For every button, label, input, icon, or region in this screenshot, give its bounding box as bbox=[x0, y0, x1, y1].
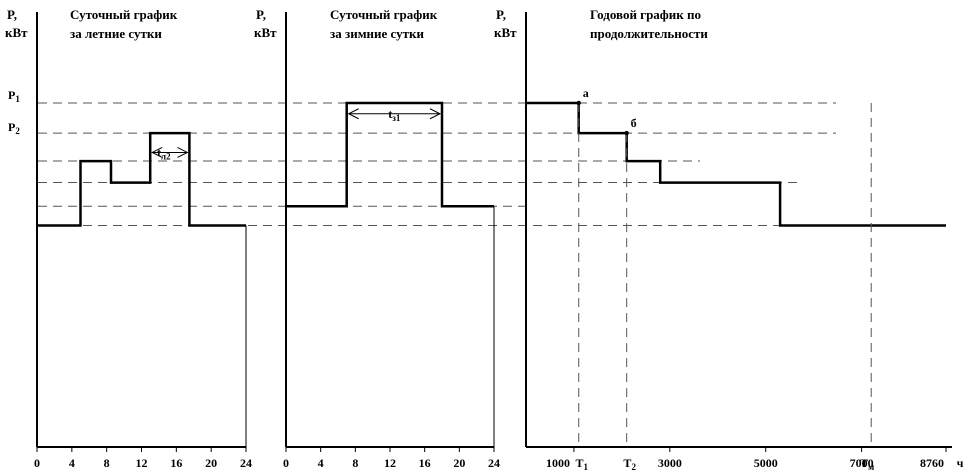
winter-tick-label-16: 16 bbox=[419, 456, 431, 470]
summer-tick-label-20: 20 bbox=[205, 456, 217, 470]
winter-tick-label-24: 24 bbox=[488, 456, 500, 470]
summer-ylabel-unit: кВт bbox=[5, 25, 28, 40]
summer-tick-label-0: 0 bbox=[34, 456, 40, 470]
annual-tick-label-5000: 5000 bbox=[754, 456, 778, 470]
summer-tick-label-16: 16 bbox=[170, 456, 182, 470]
winter-tick-label-0: 0 bbox=[283, 456, 289, 470]
annual-load-curve bbox=[526, 101, 946, 227]
summer-title-line2: за летние сутки bbox=[70, 26, 162, 41]
summer-tick-label-4: 4 bbox=[69, 456, 75, 470]
winter-interval-arrow-left bbox=[347, 108, 359, 120]
annual-tick-Tм: Tм bbox=[860, 456, 874, 472]
annual-point-b bbox=[624, 130, 629, 136]
annual-ylabel-p: P, bbox=[496, 7, 506, 22]
winter-interval-label: tз1 bbox=[388, 107, 401, 123]
annual-point-label-b: б bbox=[631, 116, 637, 130]
summer-tick-label-12: 12 bbox=[136, 456, 148, 470]
annual-ylabel-unit: кВт bbox=[494, 25, 517, 40]
annual-point-a bbox=[576, 100, 581, 106]
level-label-p2: P2 bbox=[8, 120, 20, 136]
annual-tick-T2: T2 bbox=[623, 456, 636, 472]
summer-interval-arrow-left bbox=[151, 147, 163, 158]
summer-tick-label-24: 24 bbox=[240, 456, 252, 470]
summer-interval-label: tл2 bbox=[157, 145, 171, 161]
winter-tick-label-4: 4 bbox=[318, 456, 324, 470]
annual-tick-label-3000: 3000 bbox=[658, 456, 682, 470]
summer-tick-label-8: 8 bbox=[104, 456, 110, 470]
annual-title-line2: продолжительности bbox=[590, 26, 708, 41]
annual-title-line1: Годовой график по bbox=[590, 7, 701, 22]
summer-interval-arrow-right bbox=[177, 147, 189, 158]
winter-title-line2: за зимние сутки bbox=[330, 26, 425, 41]
winter-tick-label-20: 20 bbox=[453, 456, 465, 470]
winter-tick-label-8: 8 bbox=[352, 456, 358, 470]
winter-title-line1: Суточный график bbox=[330, 7, 438, 22]
summer-title-line1: Суточный график bbox=[70, 7, 178, 22]
annual-tick-T1: T1 bbox=[575, 456, 588, 472]
winter-tick-label-12: 12 bbox=[384, 456, 396, 470]
annual-tick-label-1000: 1000 bbox=[546, 456, 570, 470]
level-label-p1: P1 bbox=[8, 88, 20, 104]
winter-ylabel-p: P, bbox=[256, 7, 266, 22]
summer-ylabel-p: P, bbox=[7, 7, 17, 22]
winter-ylabel-unit: кВт bbox=[254, 25, 277, 40]
winter-load-curve bbox=[286, 101, 494, 208]
annual-x-unit: ч bbox=[957, 456, 964, 470]
annual-tick-label-8760: 8760 bbox=[920, 456, 944, 470]
annual-point-label-a: а bbox=[583, 86, 589, 100]
winter-interval-arrow-right bbox=[429, 108, 442, 120]
annual-tick-label-7000: 7000 bbox=[850, 456, 874, 470]
summer-load-curve bbox=[37, 131, 246, 227]
